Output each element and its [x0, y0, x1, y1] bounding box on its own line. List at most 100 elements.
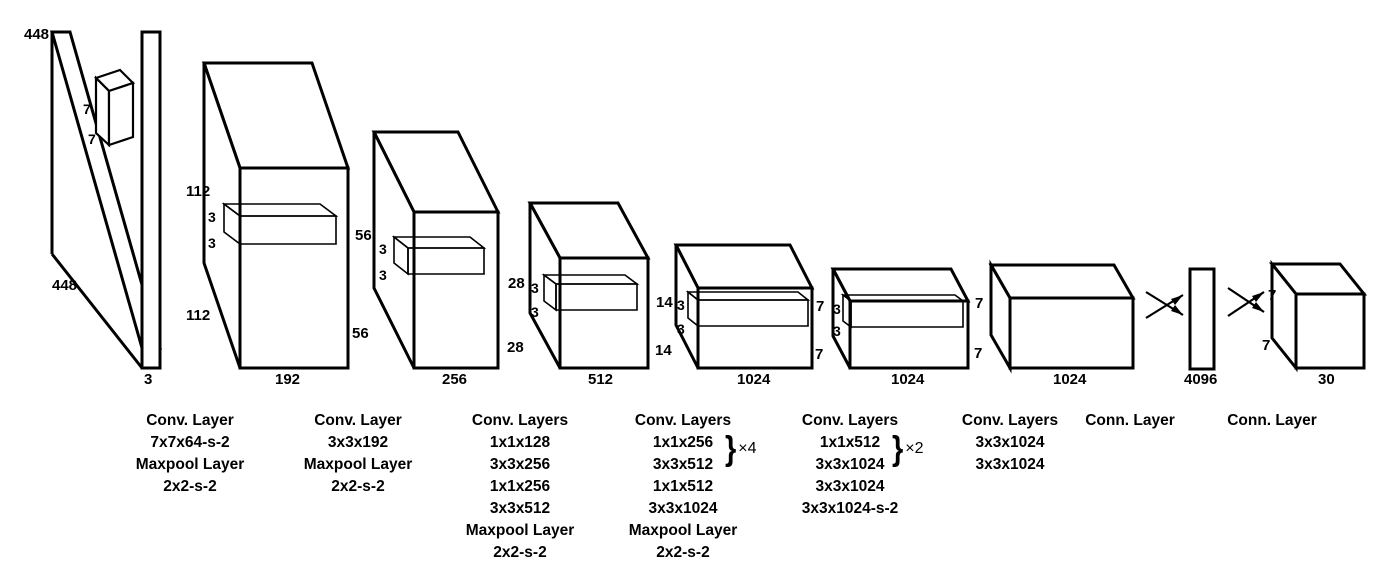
caption-stage-4-line-0: Conv. Layers: [634, 412, 732, 429]
kernel-3x3-on-fm256: 3 3: [379, 235, 487, 283]
volume-feature-map-256: 56 56 256: [352, 130, 501, 388]
volume-dense-4096: 4096: [1184, 267, 1217, 388]
arrow-1b-head: [1171, 295, 1183, 305]
caption-stage-6-line-1: 3x3x1024: [975, 434, 1045, 451]
fm192-height-label: 112: [186, 183, 210, 200]
caption-stage-3-line-0: Conv. Layers: [471, 412, 569, 429]
caption-stage-2-line-1: 3x3x192: [327, 434, 389, 451]
caption-stage-4-line-3: 1x1x512: [652, 478, 714, 495]
kernel-7x7-width-label: 7: [88, 131, 96, 147]
dense-4096-depth-label: 4096: [1184, 371, 1217, 388]
repeat-brace-stage-5: } ×2: [891, 432, 923, 466]
fm256-depth-label: 256: [442, 371, 467, 388]
fm512-height-label: 28: [508, 275, 525, 292]
kernel-3x3-on-fm192: 3 3: [208, 202, 339, 251]
fm512-depth-label: 512: [588, 371, 613, 388]
fm1024c-front-face: [1008, 296, 1135, 370]
arrow-1a-head: [1171, 305, 1183, 315]
fm192-front-face: [238, 166, 350, 370]
input-image-height-label: 448: [24, 26, 49, 43]
kernel-fm1024a-front-face: [697, 299, 809, 327]
fm1024a-front-face: [696, 286, 814, 370]
connection-arrows-1: [1145, 291, 1184, 319]
kernel-fm1024b-height-label: 3: [833, 301, 841, 317]
caption-stage-4-line-2: 3x3x512: [652, 456, 714, 473]
fm512-front-face: [558, 256, 650, 370]
kernel-7x7: 7 7: [83, 68, 136, 148]
kernel-3x3-on-fm1024b: 3 3: [833, 293, 966, 339]
caption-stage-7-line-0: Conn. Layer: [1085, 412, 1175, 429]
caption-stage-5-line-2: 3x3x1024: [815, 456, 885, 473]
kernel-fm192-height-label: 3: [208, 209, 216, 225]
fm256-width-label: 56: [352, 325, 369, 342]
fm192-width-label: 112: [186, 307, 210, 324]
arrow-2b-head: [1252, 292, 1264, 302]
kernel-fm512-front-face: [555, 283, 638, 311]
fm1024b-height-label: 7: [816, 298, 824, 315]
kernel-fm1024b-width-label: 3: [833, 323, 841, 339]
kernel-fm256-width-label: 3: [379, 267, 387, 283]
caption-stage-3-line-3: 1x1x256: [489, 478, 551, 495]
caption-stage-3-line-2: 3x3x256: [489, 456, 551, 473]
fm256-height-label: 56: [355, 227, 372, 244]
caption-stage-1: Conv. Layer 7x7x64-s-2 Maxpool Layer 2x2…: [115, 410, 265, 498]
fm1024a-top-face: [673, 243, 815, 290]
caption-stage-3-line-6: 2x2-s-2: [493, 544, 547, 561]
fm1024c-top-face: [988, 263, 1136, 300]
fm1024c-depth-label: 1024: [1053, 371, 1087, 388]
caption-stage-4: Conv. Layers 1x1x256 3x3x512 1x1x512 3x3…: [608, 410, 758, 564]
out30-front-face: [1294, 292, 1366, 370]
fm192-depth-label: 192: [275, 371, 300, 388]
caption-stage-5-line-1: 1x1x512: [819, 434, 881, 451]
fm1024c-width-label: 7: [974, 345, 982, 362]
caption-stage-4-line-5: Maxpool Layer: [628, 522, 738, 539]
fm1024b-depth-label: 1024: [891, 371, 925, 388]
kernel-fm192-width-label: 3: [208, 235, 216, 251]
caption-stage-2-line-3: 2x2-s-2: [331, 478, 385, 495]
input-image-diagonal-edge: [50, 253, 144, 369]
caption-stage-3-line-5: Maxpool Layer: [465, 522, 575, 539]
fm1024a-height-label: 14: [656, 294, 673, 311]
caption-stage-5-line-4: 3x3x1024-s-2: [801, 500, 899, 517]
fm1024b-front-face: [848, 299, 970, 370]
fm512-width-label: 28: [507, 339, 524, 356]
caption-stage-7: Conn. Layer: [1040, 410, 1220, 432]
brace-multiplier-stage-5: ×2: [905, 440, 924, 457]
kernel-3x3-on-fm512: 3 3: [531, 273, 640, 320]
caption-stage-5-line-0: Conv. Layers: [801, 412, 899, 429]
dense-4096-body: [1188, 267, 1216, 371]
brace-multiplier-stage-4: ×4: [738, 440, 757, 457]
volume-feature-map-1024-a: 14 14 1024: [655, 243, 815, 388]
kernel-3x3-on-fm1024a: 3 3: [677, 290, 811, 337]
fm256-front-face: [412, 210, 500, 370]
caption-stage-1-line-0: Conv. Layer: [146, 412, 234, 429]
kernel-fm192-front-face: [239, 215, 337, 245]
fm1024b-top-face: [830, 267, 971, 303]
brace-glyph-stage-5: }: [891, 430, 904, 468]
caption-stage-2: Conv. Layer 3x3x192 Maxpool Layer 2x2-s-…: [283, 410, 433, 498]
volume-feature-map-1024-b: 7 7 1024: [815, 267, 971, 388]
out30-width-label: 7: [1262, 337, 1270, 354]
caption-stage-6: Conv. Layers 3x3x1024 3x3x1024: [930, 410, 1090, 476]
fm1024a-depth-label: 1024: [737, 371, 771, 388]
kernel-fm512-width-label: 3: [531, 304, 539, 320]
fm1024b-width-label: 7: [815, 346, 823, 363]
fm1024a-width-label: 14: [655, 342, 672, 359]
kernel-7x7-height-label: 7: [83, 101, 91, 117]
caption-stage-4-line-4: 3x3x1024: [648, 500, 718, 517]
caption-stage-6-line-2: 3x3x1024: [975, 456, 1045, 473]
caption-stage-2-line-2: Maxpool Layer: [303, 456, 413, 473]
caption-stage-5: Conv. Layers 1x1x512 3x3x1024 3x3x1024 3…: [770, 410, 930, 520]
input-image-width-label: 448: [52, 277, 77, 294]
caption-stage-1-line-3: 2x2-s-2: [163, 478, 217, 495]
caption-stage-3-line-1: 1x1x128: [489, 434, 551, 451]
volume-feature-map-512: 28 28 512: [507, 201, 651, 388]
volume-output-tensor-30: 7 7 30: [1262, 259, 1368, 388]
arrow-2a-head: [1252, 302, 1264, 312]
caption-stage-8-line-0: Conn. Layer: [1227, 412, 1317, 429]
caption-stage-4-line-1: 1x1x256: [652, 434, 714, 451]
caption-stage-8: Conn. Layer: [1182, 410, 1362, 432]
kernel-7x7-left-face: [94, 75, 111, 148]
